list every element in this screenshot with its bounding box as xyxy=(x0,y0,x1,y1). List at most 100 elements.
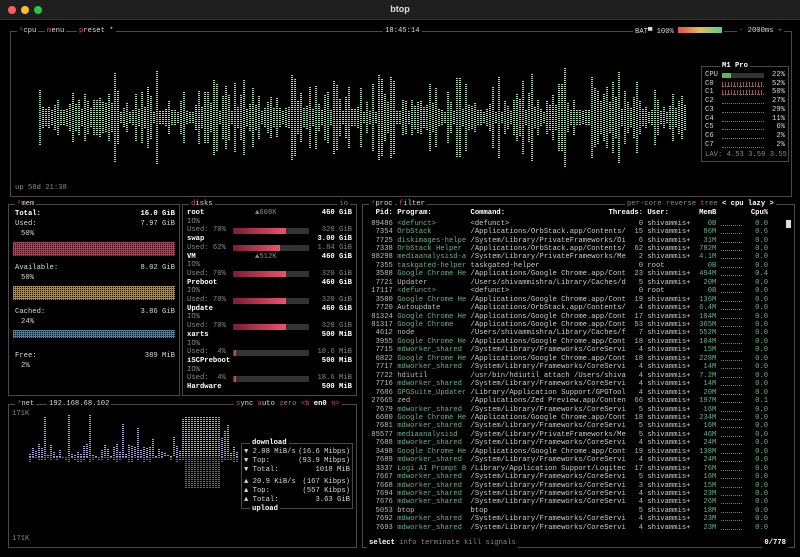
process-row[interactable]: 7355 taskgated-helper taskgated-helper 0 roo… xyxy=(367,262,768,270)
sync-toggle[interactable]: sync xyxy=(236,400,254,408)
process-row[interactable]: 7693 mdworker_shared/System/Library/Frame… xyxy=(367,524,768,532)
process-row[interactable]: 3337 Logi AI Prompt B/Library/Application… xyxy=(367,465,768,473)
update-interval[interactable]: - 2000ms + xyxy=(737,27,785,36)
process-row[interactable]: 4612 node/Users/shivammishra/Library/Cach… xyxy=(367,329,768,337)
process-row[interactable]: 98298 mediaanalysisd-a/System/Library/Pri… xyxy=(367,253,768,261)
process-row[interactable]: 3588 Google Chrome He/Applications/Google… xyxy=(367,270,768,278)
process-row[interactable]: 7667 mdworker_shared/System/Library/Frame… xyxy=(367,473,768,481)
filter-button[interactable]: filter xyxy=(397,200,427,209)
process-row[interactable]: 7694 mdworker_shared/System/Library/Frame… xyxy=(367,490,768,498)
col-pid[interactable]: Pid: xyxy=(375,209,393,217)
process-row[interactable]: 7686 GPGSuite_Updater/Library/Application… xyxy=(367,389,768,397)
net-upload-bar xyxy=(221,457,223,463)
preset-button[interactable]: preset * xyxy=(77,27,116,36)
process-row[interactable]: 7679 mdworker_shared/System/Library/Frame… xyxy=(367,406,768,414)
proc-pid: 7668 xyxy=(375,481,393,490)
cpu-graph-bar xyxy=(306,105,308,131)
col-mem[interactable]: MemB xyxy=(699,209,717,217)
menu-button[interactable]: menu xyxy=(45,27,67,36)
cpu-graph-bar xyxy=(666,111,668,125)
process-row[interactable]: 7676 mdworker_shared/System/Library/Frame… xyxy=(367,498,768,506)
process-row[interactable]: 7720 Autoupdate/Applications/OrbStack.app… xyxy=(367,304,768,312)
process-row[interactable]: 5053 btop btop 5 shivammis+ 18M 0.0 xyxy=(367,507,768,515)
disks-tab[interactable]: disks xyxy=(189,200,215,209)
proc-user: shivammis+ xyxy=(647,498,691,507)
process-row[interactable]: 17117 <defunct> <defunct> 0 root 0B 0.0 xyxy=(367,287,768,295)
col-threads[interactable]: Threads: xyxy=(608,209,644,217)
scrollbar[interactable] xyxy=(786,220,791,228)
mem-tab[interactable]: ²mem xyxy=(15,200,37,209)
process-row[interactable]: 7338 OrbStack Helper/Applications/OrbStac… xyxy=(367,245,768,253)
cpu-graph-bar xyxy=(429,84,431,152)
process-row[interactable]: 7681 mdworker_shared/System/Library/Frame… xyxy=(367,422,768,430)
zero-toggle[interactable]: zero xyxy=(279,400,297,408)
process-row[interactable]: 7715 mdworker_shared/System/Library/Frame… xyxy=(367,346,768,354)
terminate-button[interactable]: terminate xyxy=(420,539,460,547)
proc-user: shivammis+ xyxy=(647,270,691,279)
process-row[interactable]: 7717 mdworker_shared/System/Library/Frame… xyxy=(367,363,768,371)
close-button[interactable] xyxy=(8,6,16,14)
process-row[interactable]: 7668 mdworker_shared/System/Library/Frame… xyxy=(367,482,768,490)
proc-cpu: 0.0 xyxy=(755,371,769,380)
next-iface-button[interactable]: n> xyxy=(331,400,340,408)
proc-threads: 4 xyxy=(638,380,644,389)
process-row[interactable]: 7725 diskimages-helpe/System/Library/Priv… xyxy=(367,237,768,245)
cpu-graph-bar xyxy=(90,108,92,128)
process-row[interactable]: 3580 Google Chrome He/Applications/Google… xyxy=(367,296,768,304)
process-row[interactable]: 7354 OrbStack/Applications/OrbStack.app/C… xyxy=(367,228,768,236)
process-row[interactable]: 81317 Google Chrome/Applications/Google C… xyxy=(367,321,768,329)
signals-button[interactable]: signals xyxy=(485,539,516,547)
proc-user: shivammis+ xyxy=(647,481,691,490)
proc-command: /Applications/OrbStack.app/Contents/ xyxy=(470,244,626,253)
proc-cpu: 0.0 xyxy=(755,523,769,532)
proc-mem: 76M xyxy=(703,464,717,473)
net-upload-bar xyxy=(152,457,154,460)
process-row[interactable]: 81324 Google Chrome He/Applications/Googl… xyxy=(367,313,768,321)
net-tab[interactable]: ³net xyxy=(15,400,37,409)
minimize-button[interactable] xyxy=(21,6,29,14)
maximize-button[interactable] xyxy=(34,6,42,14)
reverse-toggle[interactable]: reverse xyxy=(665,200,697,208)
proc-pid: 3498 xyxy=(375,447,393,456)
io-toggle[interactable]: io xyxy=(337,200,350,209)
process-row[interactable]: 6680 Google Chrome He/Applications/Google… xyxy=(367,414,768,422)
proc-pid: 17117 xyxy=(371,287,393,296)
tree-toggle[interactable]: tree xyxy=(700,200,718,208)
proc-command: /System/Library/Frameworks/CoreServi xyxy=(470,380,626,389)
kill-button[interactable]: kill xyxy=(463,539,482,547)
prev-iface-button[interactable]: <b xyxy=(300,400,310,408)
net-download-bar xyxy=(212,417,214,457)
col-command[interactable]: Command: xyxy=(470,209,506,217)
process-row[interactable]: 27665 zed/Applications/Zed Preview.app/Co… xyxy=(367,397,768,405)
proc-tab[interactable]: ⁴proc xyxy=(369,200,395,209)
select-button[interactable]: select xyxy=(369,539,395,547)
info-button[interactable]: info xyxy=(399,539,417,547)
process-row[interactable]: 7692 mdworker_shared/System/Library/Frame… xyxy=(367,515,768,523)
cpu-mini-graph xyxy=(720,321,743,327)
process-row[interactable]: 7721 Updater/Users/shivammishra/Library/C… xyxy=(367,279,768,287)
cpu-graph-bar xyxy=(213,80,215,156)
col-cpu[interactable]: Cpu% xyxy=(750,209,769,217)
sort-selector[interactable]: < cpu lazy > xyxy=(722,200,774,208)
proc-cpu: 0.0 xyxy=(755,363,769,372)
cpu-tab[interactable]: ¹cpu xyxy=(17,27,39,36)
process-row[interactable]: 89486 <defunct> <defunct> 0 shivammis+ 0B 0.0 xyxy=(367,220,768,228)
process-row[interactable]: 7688 mdworker_shared/System/Library/Frame… xyxy=(367,439,768,447)
process-row[interactable]: 3955 Google Chrome He/Applications/Google… xyxy=(367,338,768,346)
proc-threads: 5 xyxy=(638,430,644,439)
col-program[interactable]: Program: xyxy=(397,209,432,217)
process-row[interactable]: 7722 hdiutil/usr/bin/hdiutil attach /User… xyxy=(367,372,768,380)
auto-toggle[interactable]: auto xyxy=(257,400,275,408)
process-row[interactable]: 3498 Google Chrome He/Applications/Google… xyxy=(367,448,768,456)
cpu-graph-bar xyxy=(528,92,530,144)
process-row[interactable]: 7716 mdworker_shared/System/Library/Frame… xyxy=(367,380,768,388)
proc-command: /System/Library/Frameworks/CoreServi xyxy=(470,473,626,482)
cpu-mini-graph xyxy=(720,482,743,488)
net-download-bar xyxy=(104,444,106,457)
proc-command: /System/Library/PrivateFrameworks/Me xyxy=(470,430,626,439)
process-row[interactable]: 85577 mediaanalysisd/System/Library/Priva… xyxy=(367,431,768,439)
col-user[interactable]: User: xyxy=(647,209,669,217)
process-row[interactable]: 6822 Google Chrome He/Applications/Google… xyxy=(367,355,768,363)
per-core-toggle[interactable]: per-core xyxy=(627,200,662,208)
process-row[interactable]: 7689 mdworker_shared/System/Library/Frame… xyxy=(367,456,768,464)
